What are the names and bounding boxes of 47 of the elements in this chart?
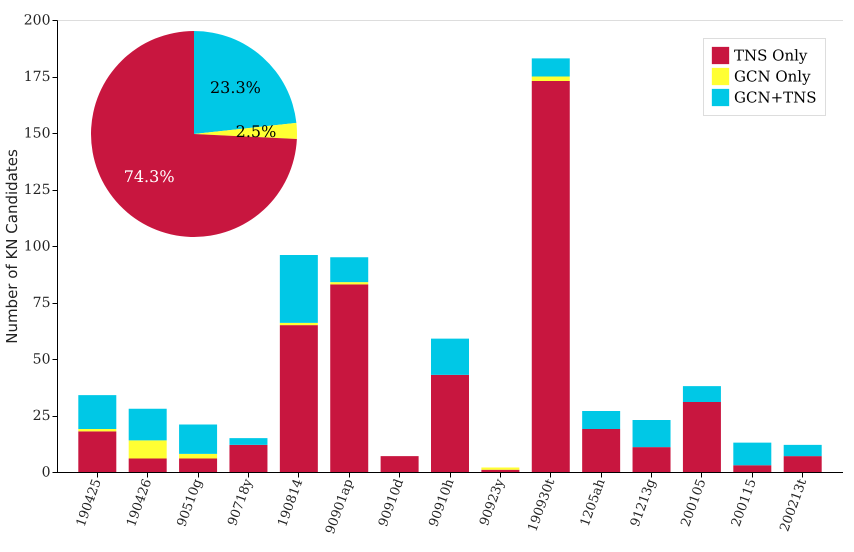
y-axis-title: Number of KN Candidates bbox=[2, 149, 21, 344]
bar bbox=[532, 76, 570, 82]
bar bbox=[582, 429, 620, 472]
y-tick-label: 25 bbox=[32, 408, 50, 424]
bar bbox=[128, 408, 167, 440]
bar bbox=[582, 410, 620, 430]
bar bbox=[532, 81, 570, 472]
bar bbox=[431, 374, 469, 472]
bar bbox=[229, 444, 268, 472]
bar bbox=[431, 338, 469, 375]
bar bbox=[78, 395, 116, 430]
y-tick-label: 50 bbox=[32, 352, 50, 368]
bar bbox=[128, 440, 167, 458]
bar bbox=[784, 444, 822, 456]
bar bbox=[682, 386, 721, 402]
bar bbox=[632, 420, 671, 448]
y-tick-label: 175 bbox=[24, 69, 50, 85]
bar bbox=[330, 257, 368, 282]
bar bbox=[733, 442, 772, 466]
y-tick-label: 125 bbox=[24, 182, 50, 198]
legend-label: TNS Only bbox=[734, 46, 808, 64]
bar bbox=[380, 456, 419, 472]
bar bbox=[280, 255, 318, 323]
bar bbox=[632, 447, 671, 472]
bar bbox=[280, 325, 318, 472]
legend-label: GCN+TNS bbox=[734, 88, 817, 106]
y-tick-label: 150 bbox=[24, 126, 50, 142]
y-tick-label: 200 bbox=[24, 12, 50, 28]
bar bbox=[128, 458, 167, 472]
y-tick-label: 100 bbox=[24, 238, 50, 254]
bar bbox=[682, 402, 721, 472]
bar bbox=[179, 454, 218, 458]
bar bbox=[229, 438, 268, 445]
bar bbox=[179, 424, 218, 454]
y-tick-label: 75 bbox=[32, 295, 50, 311]
data-label: 2.5% bbox=[236, 122, 276, 142]
bar bbox=[733, 465, 772, 472]
bar bbox=[330, 284, 368, 472]
bar bbox=[179, 458, 218, 472]
pie-slice bbox=[91, 31, 297, 237]
data-label: 74.3% bbox=[124, 166, 175, 186]
y-tick-label: 0 bbox=[42, 464, 50, 480]
bar bbox=[784, 456, 822, 472]
legend-label: GCN Only bbox=[734, 68, 812, 86]
data-label: 23.3% bbox=[210, 78, 261, 97]
bar bbox=[78, 431, 116, 472]
bar bbox=[532, 58, 570, 76]
